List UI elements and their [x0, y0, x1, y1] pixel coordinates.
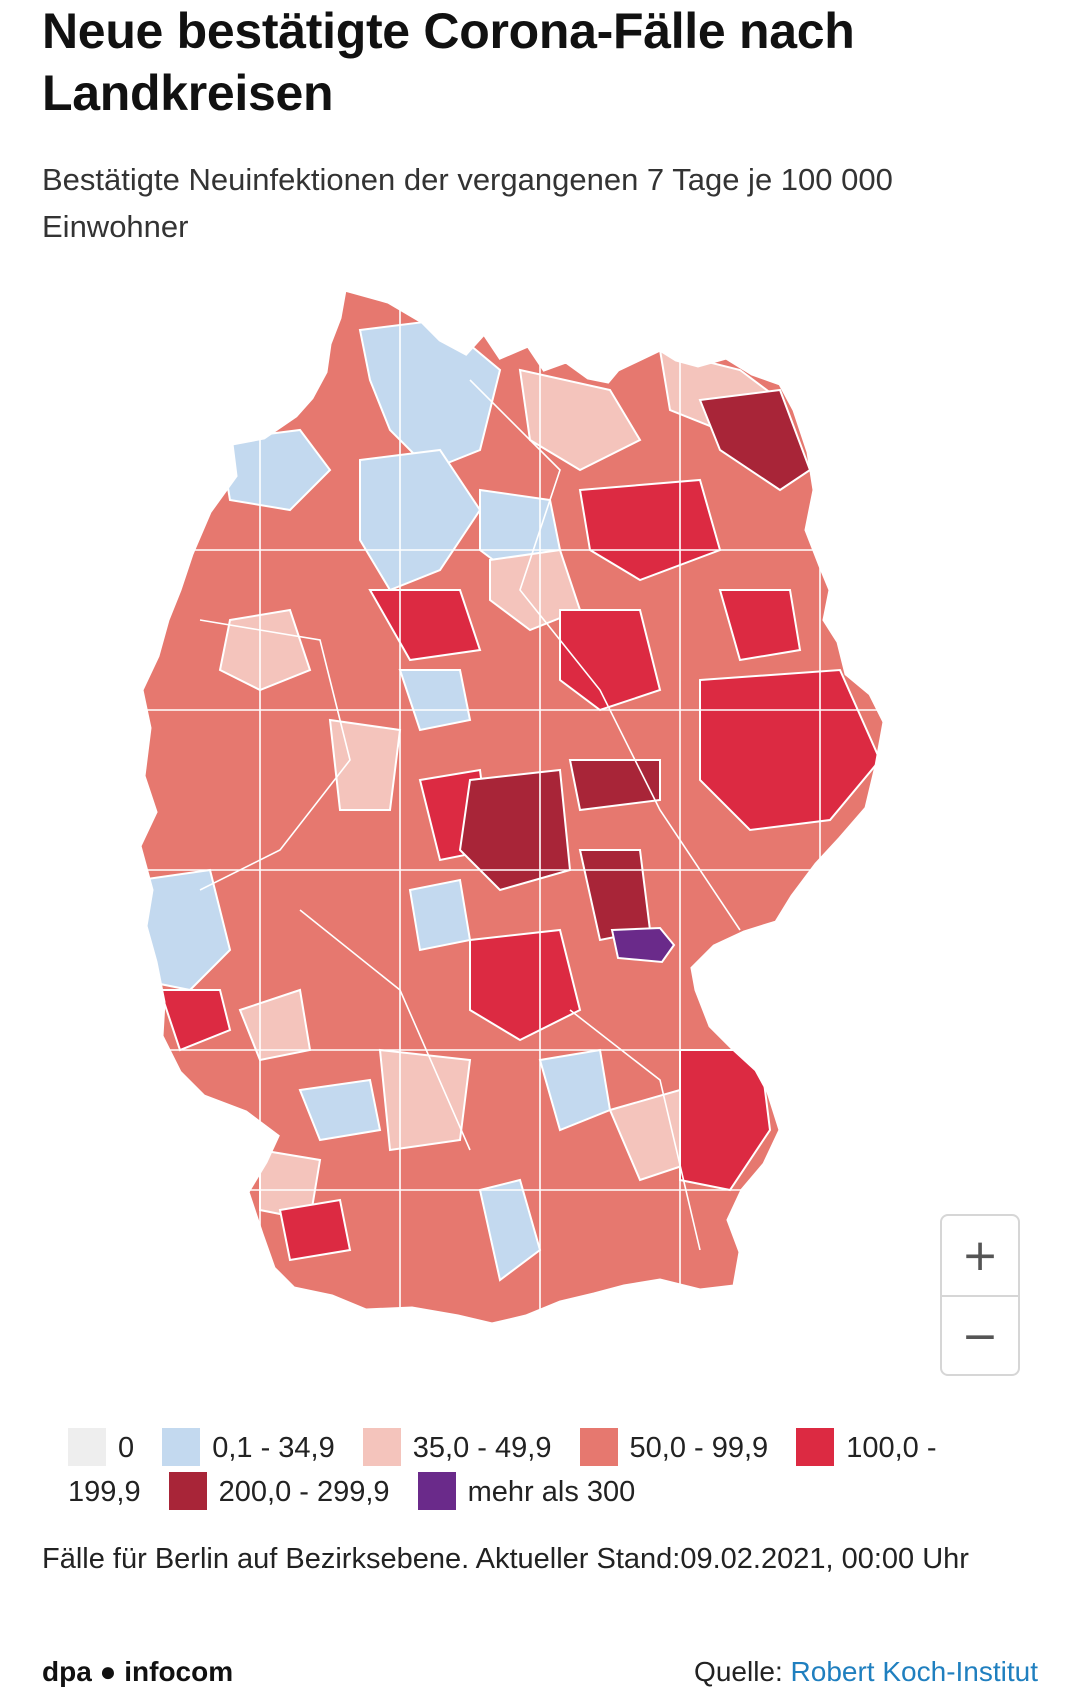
legend-swatch-extreme: [417, 1472, 456, 1510]
region-lowersaxony-high[interactable]: [368, 589, 482, 662]
legend-label-high: 100,0 - 199,9: [68, 1432, 937, 1508]
legend-swatch-high: [796, 1428, 835, 1466]
zoom-out-button[interactable]: −: [961, 1311, 999, 1362]
legend-label-veryhigh: 200,0 - 299,9: [218, 1476, 390, 1508]
page-subtitle: Bestätigte Neuinfektionen der vergangene…: [42, 162, 893, 244]
region-saxonyanhalt-high[interactable]: [559, 609, 662, 712]
legend-label-extreme: mehr als 300: [467, 1476, 636, 1508]
region-vorpommern-veryhigh[interactable]: [698, 388, 812, 492]
district-borders: [140, 290, 884, 1324]
region-swabia-midlow[interactable]: [378, 1048, 472, 1152]
map-legend: 0 0,1 - 34,9 35,0 - 49,9 50,0 - 99,9 100…: [68, 1426, 998, 1514]
legend-item-high: 100,0 - 199,9: [68, 1428, 937, 1508]
region-bw-low[interactable]: [298, 1078, 382, 1142]
source-credit: Quelle: Robert Koch-Institut: [694, 1652, 1038, 1692]
zoom-in-button[interactable]: +: [942, 1216, 1018, 1297]
legend-item-midlow: 35,0 - 49,9: [362, 1428, 560, 1466]
region-breisgau-high[interactable]: [278, 1198, 352, 1262]
legend-item-extreme: mehr als 300: [417, 1472, 636, 1510]
map-canvas[interactable]: [140, 290, 950, 1400]
district-regions: [140, 290, 884, 1324]
source-link[interactable]: Robert Koch-Institut: [790, 1656, 1038, 1687]
legend-item-zero: 0: [68, 1428, 142, 1466]
brand-label: dpa ● infocom: [42, 1656, 234, 1687]
region-lowersaxony-low[interactable]: [359, 448, 482, 592]
region-north-midlow[interactable]: [518, 368, 642, 472]
legend-item-low: 0,1 - 34,9: [162, 1428, 343, 1466]
legend-swatch-low: [162, 1428, 201, 1466]
region-northwest-low[interactable]: [218, 428, 332, 512]
region-upperfranconia-high[interactable]: [469, 928, 582, 1042]
source-prefix: Quelle:: [694, 1656, 791, 1687]
region-harz-midlow[interactable]: [489, 548, 582, 632]
legend-item-mid: 50,0 - 99,9: [579, 1428, 777, 1466]
legend-label-mid: 50,0 - 99,9: [629, 1432, 769, 1464]
legend-swatch-veryhigh: [168, 1472, 207, 1510]
region-westpfalz-high[interactable]: [158, 989, 232, 1052]
zoom-controls: + −: [940, 1214, 1020, 1376]
footer: dpa ● infocom Quelle: Robert Koch-Instit…: [42, 1652, 1038, 1692]
legend-swatch-midlow: [362, 1428, 401, 1466]
legend-item-veryhigh: 200,0 - 299,9: [168, 1472, 398, 1510]
region-hesse-midlow[interactable]: [328, 718, 402, 811]
legend-label-zero: 0: [118, 1432, 135, 1464]
legend-label-low: 0,1 - 34,9: [212, 1432, 335, 1464]
legend-swatch-zero: [68, 1428, 106, 1466]
region-nrw-midlow[interactable]: [218, 608, 312, 692]
region-thuringia-veryhigh[interactable]: [458, 768, 572, 892]
region-west-low[interactable]: [140, 868, 232, 992]
legend-label-midlow: 35,0 - 49,9: [412, 1432, 552, 1464]
region-main-low[interactable]: [408, 878, 472, 952]
region-berlin-high[interactable]: [718, 589, 802, 662]
region-tirschenreuth-extreme[interactable]: [610, 926, 676, 964]
region-erzgebirge-veryhigh[interactable]: [568, 759, 661, 812]
germany-district-map[interactable]: [140, 290, 950, 1400]
legend-swatch-mid: [579, 1428, 618, 1466]
footnote: Fälle für Berlin auf Bezirksebene. Aktue…: [42, 1543, 969, 1575]
page-title: Neue bestätigte Corona-Fälle nach Landkr…: [42, 3, 855, 121]
